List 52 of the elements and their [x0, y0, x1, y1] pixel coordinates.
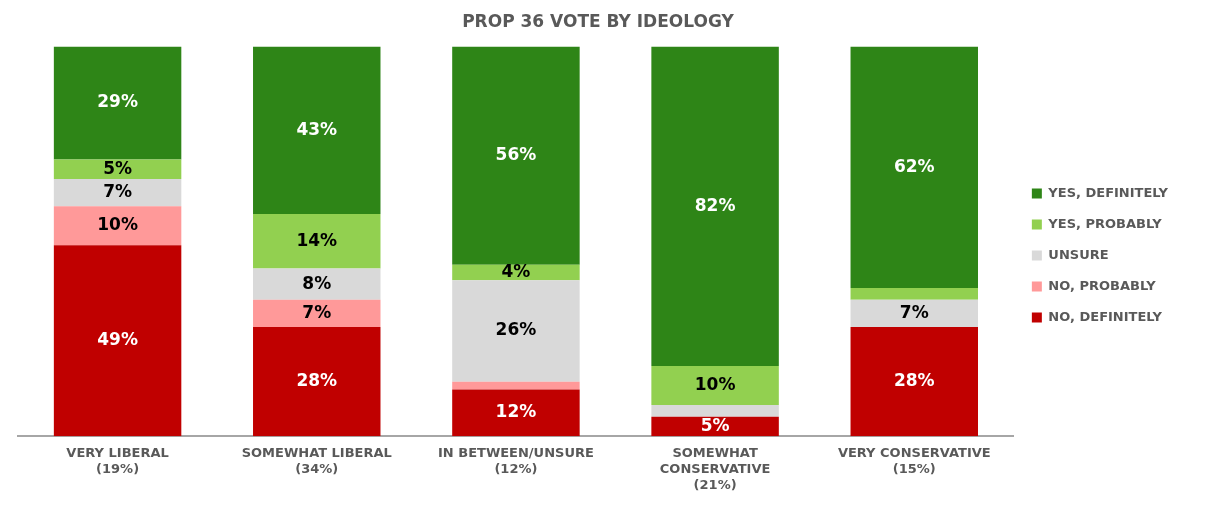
legend-label: NO, PROBABLY — [1048, 277, 1157, 293]
bar — [651, 366, 779, 406]
bar — [452, 46, 580, 265]
bar — [53, 178, 182, 207]
data-label: 14% — [296, 229, 338, 250]
data-label: 82% — [694, 194, 736, 215]
data-label: 7% — [302, 301, 332, 322]
data-label: 26% — [495, 319, 537, 340]
data-label: 7% — [899, 301, 929, 322]
bar — [452, 381, 580, 390]
data-label: 4% — [501, 260, 531, 281]
bar — [53, 46, 182, 160]
data-label: 10% — [694, 373, 736, 394]
bar — [253, 46, 381, 215]
data-label: 43% — [296, 118, 338, 139]
data-label: 8% — [302, 272, 332, 293]
chart-title: PROP 36 VOTE BY IDEOLOGY — [462, 10, 735, 31]
bar — [53, 206, 182, 246]
bar — [253, 268, 381, 300]
bar — [850, 299, 978, 328]
bar — [53, 159, 182, 179]
data-label: 10% — [97, 214, 138, 235]
legend-label: YES, PROBABLY — [1047, 215, 1163, 231]
data-label: 7% — [103, 181, 133, 201]
data-label: 62% — [893, 155, 935, 176]
legend-label: NO, DEFINITELY — [1048, 308, 1163, 324]
data-label: 28% — [893, 370, 935, 391]
bar — [850, 46, 978, 289]
bar — [253, 299, 381, 328]
bar — [253, 214, 381, 269]
data-label: 56% — [495, 143, 537, 164]
x-tick-label: SOMEWHAT LIBERAL (34%) — [241, 445, 392, 476]
data-label: 29% — [97, 91, 138, 112]
x-tick-label: VERY CONSERVATIVE (15%) — [837, 445, 991, 476]
data-label: 5% — [103, 157, 133, 178]
x-tick-label: SOMEWHAT CONSERVATIVE (21%) — [659, 445, 771, 492]
legend-label: UNSURE — [1048, 246, 1109, 262]
bar — [452, 280, 580, 382]
bar — [850, 288, 978, 300]
bar — [850, 327, 978, 437]
bar — [651, 405, 779, 417]
bar — [651, 46, 779, 367]
x-tick-label: VERY LIBERAL (19%) — [66, 445, 169, 476]
data-label: 49% — [97, 329, 138, 350]
data-label: 12% — [495, 401, 537, 422]
legend-label: YES, DEFINITELY — [1047, 184, 1169, 200]
data-label: 28% — [296, 370, 338, 391]
data-label: 5% — [700, 414, 730, 435]
bar — [253, 327, 381, 437]
x-tick-label: IN BETWEEN/UNSURE (12%) — [437, 445, 594, 476]
bar — [452, 389, 580, 437]
bar — [53, 245, 182, 437]
